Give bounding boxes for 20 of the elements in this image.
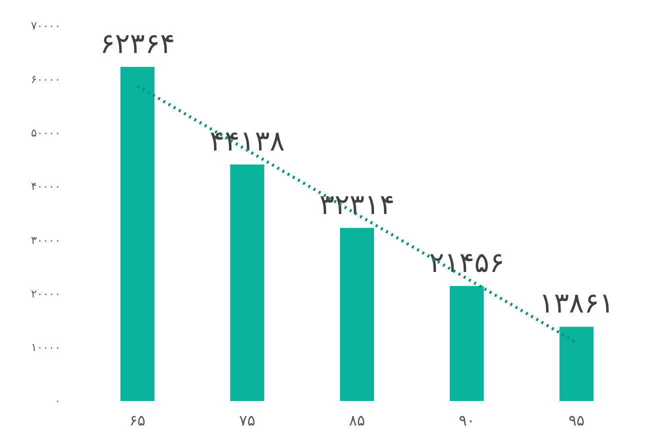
bar xyxy=(120,66,154,401)
bar xyxy=(560,326,594,401)
x-tick-label: ۸۵ xyxy=(348,412,366,430)
y-tick-label: ۶۰۰۰۰ xyxy=(30,73,60,86)
y-tick-label: ۰ xyxy=(54,394,60,408)
x-tick-label: ۷۵ xyxy=(239,412,256,430)
y-tick-label: ۷۰۰۰۰ xyxy=(30,20,60,32)
bar xyxy=(230,164,264,401)
y-tick-label: ۲۰۰۰۰ xyxy=(30,287,60,300)
y-tick-label: ۳۰۰۰۰ xyxy=(30,234,60,247)
data-label: ۱۳۸۶۱ xyxy=(538,286,614,320)
y-tick-label: ۵۰۰۰۰ xyxy=(30,126,60,140)
bar xyxy=(450,286,484,401)
x-tick-label: ۹۵ xyxy=(568,412,585,430)
data-label: ۶۲۳۶۴ xyxy=(100,26,176,60)
x-tick-label: ۹۰ xyxy=(458,412,475,430)
y-tick-label: ۴۰۰۰۰ xyxy=(30,180,60,194)
y-tick-label: ۱۰۰۰۰ xyxy=(30,340,60,354)
x-tick-label: ۶۵ xyxy=(129,412,146,430)
bar xyxy=(340,228,374,401)
